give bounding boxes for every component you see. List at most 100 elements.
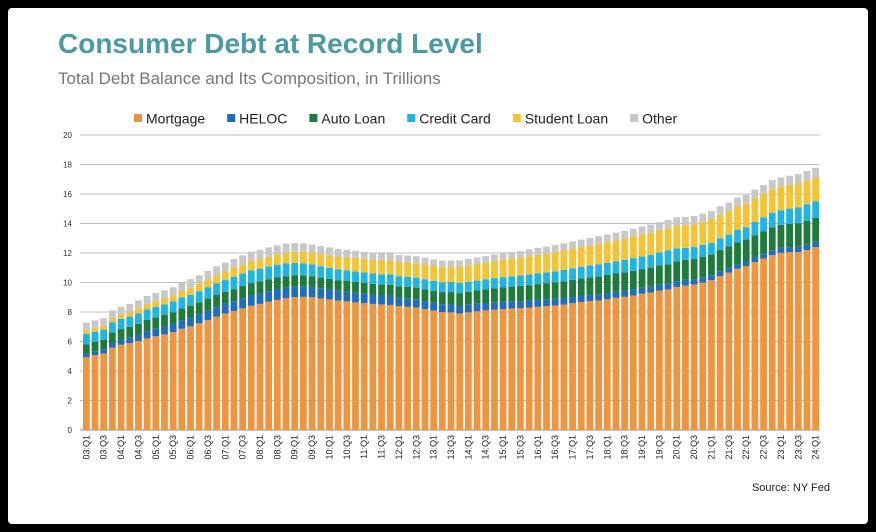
bar-segment-other [751,189,759,199]
bar-segment-mortgage [525,307,533,430]
bar-segment-heloc [508,301,516,309]
bar-segment-auto-loan [777,224,785,248]
bar-segment-mortgage [482,310,490,430]
bar-segment-auto-loan [760,231,767,254]
bar-segment-auto-loan [664,264,672,284]
bar-segment-mortgage [638,293,646,430]
bar-segment-student-loan [786,185,793,209]
bar-segment-student-loan [751,198,759,223]
bar-segment-student-loan [473,264,481,281]
chart-title: Consumer Debt at Record Level [58,28,483,59]
bar-segment-heloc [378,295,385,305]
bar-segment-other [317,246,325,255]
bar-segment-auto-loan [412,287,420,300]
bar-segment-heloc [386,295,394,305]
bar-segment-auto-loan [621,272,629,291]
x-tick-label: 12:Q3 [411,435,421,460]
bar-segment-mortgage [152,336,160,430]
bar-segment-auto-loan [699,256,707,278]
bar-segment-auto-loan [334,280,342,291]
legend-item-other: Other [630,111,677,127]
bar-segment-credit-card [204,287,212,299]
x-tick-label: 10:Q1 [324,435,334,460]
bar-segment-other [221,262,229,272]
bar-segment-auto-loan [690,259,698,280]
bar-segment-mortgage [195,323,203,430]
bar-segment-other [517,251,524,258]
bar-segment-auto-loan [786,223,793,248]
bar-segment-credit-card [812,201,820,218]
bar-segment-heloc [725,267,733,273]
bar-segment-other [230,259,238,268]
bar-segment-student-loan [430,265,438,281]
bar-segment-heloc [178,320,186,329]
y-tick-label: 12 [63,249,72,258]
bar-segment-heloc [742,261,750,267]
bar-segment-auto-loan [360,282,368,294]
bar-segment-student-loan [282,252,290,264]
bar-segment-heloc [317,288,325,299]
x-tick-label: 19:Q3 [654,435,664,460]
bar-segment-other [768,180,776,190]
bar-segment-mortgage [360,303,368,430]
bar-segment-other [603,234,611,243]
bar-segment-heloc [647,286,655,293]
bar-segment-credit-card [473,280,481,291]
bar-segment-other [282,243,290,253]
bar-segment-student-loan [326,255,333,268]
bar-segment-auto-loan [135,323,142,335]
bar-segment-credit-card [699,244,707,257]
y-tick-label: 10 [63,279,72,288]
bar-segment-mortgage [543,306,550,430]
bar-segment-credit-card [135,313,142,324]
bar-segment-credit-card [126,316,134,327]
bar-segment-student-loan [551,252,559,272]
bar-segment-auto-loan [464,291,472,305]
bar-segment-other [169,287,177,296]
bar-segment-auto-loan [482,289,490,303]
x-tick-label: 07:Q1 [220,435,230,460]
bar-segment-other [777,177,785,187]
bar-segment-mortgage [751,262,759,430]
bar-segment-credit-card [239,273,247,287]
bar-segment-mortgage [464,312,472,430]
bar-segment-heloc [161,326,168,335]
bar-segment-auto-loan [629,270,637,290]
bar-segment-student-loan [734,206,741,230]
x-tick-label: 18:Q1 [602,435,612,460]
bar-segment-heloc [690,279,698,285]
bar-segment-other [126,304,134,312]
bar-segment-mortgage [447,312,455,430]
bar-segment-credit-card [690,247,698,260]
bar-segment-mortgage [786,252,793,430]
bar-segment-heloc [577,295,585,302]
bar-segment-auto-loan [794,223,802,247]
bar-segment-heloc [247,295,255,306]
y-tick-label: 6 [68,338,73,347]
bar-segment-other [265,247,273,257]
bar-segment-credit-card [543,272,550,284]
bar-segment-heloc [195,314,203,324]
bar-segment-other [742,194,750,204]
bar-segment-student-loan [456,267,464,283]
bar-segment-heloc [491,302,498,310]
bar-segment-credit-card [308,264,316,277]
bar-segment-student-loan [482,262,490,280]
bar-segment-auto-loan [517,286,524,302]
bar-segment-heloc [109,342,116,348]
bar-segment-heloc [273,289,281,300]
bar-segment-heloc [682,279,689,286]
bar-segment-other [786,175,793,185]
bar-segment-heloc [430,302,438,311]
bar-segment-student-loan [812,177,820,202]
bar-segment-credit-card [464,281,472,292]
bar-segment-other [300,243,307,252]
bar-segment-mortgage [491,309,498,430]
bar-segment-heloc [716,271,724,277]
bar-segment-other [187,279,194,288]
bar-segment-student-loan [100,325,108,330]
bar-segment-auto-loan [508,286,516,302]
bar-segment-other [395,255,403,262]
legend-swatch [512,114,521,122]
bar-segment-heloc [221,303,229,314]
